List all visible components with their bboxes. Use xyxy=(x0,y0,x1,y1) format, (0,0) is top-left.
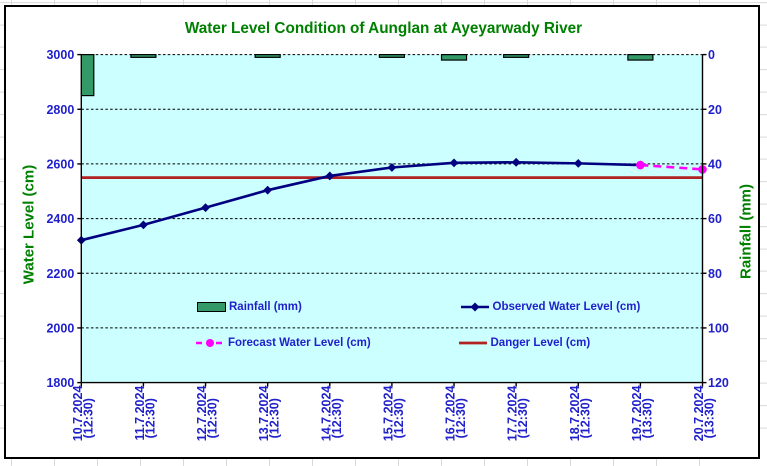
right-axis-tick-label: 120 xyxy=(708,376,729,390)
forecast-swatch-icon xyxy=(196,339,224,347)
rainfall-bar[interactable] xyxy=(378,53,405,58)
x-axis-date-label: 12.7.2024 xyxy=(195,386,209,442)
right-axis-title: Rainfall (mm) xyxy=(737,184,755,280)
rainfall-bar[interactable] xyxy=(503,53,530,58)
x-axis-time-label: (13:30) xyxy=(703,398,717,438)
left-axis-title: Water Level (cm) xyxy=(20,164,38,285)
left-axis-tick-label: 2400 xyxy=(46,212,74,226)
x-axis-date-label: 18.7.2024 xyxy=(568,386,582,442)
plot-background xyxy=(81,54,703,383)
legend-label-observed: Observed Water Level (cm) xyxy=(492,301,641,313)
left-axis-tick-label: 2600 xyxy=(46,157,74,171)
observed-point[interactable] xyxy=(511,157,521,167)
x-axis-time-label: (12:30) xyxy=(81,398,95,438)
x-axis-time-label: (12:30) xyxy=(268,398,282,438)
chart-title: Water Level Condition of Aunglan at Ayey… xyxy=(184,20,583,37)
x-axis-time-label: (12:30) xyxy=(578,398,592,438)
left-axis-tick-label: 2800 xyxy=(46,103,74,117)
rainfall-swatch-icon xyxy=(197,302,226,312)
rainfall-bar[interactable] xyxy=(69,53,95,97)
x-axis-time-label: (12:30) xyxy=(143,398,157,438)
forecast-point[interactable] xyxy=(636,160,645,170)
danger-swatch-icon xyxy=(458,341,487,345)
left-axis-tick-label: 3000 xyxy=(46,48,74,62)
right-axis-tick-label: 40 xyxy=(708,157,722,171)
x-axis-time-label: (12:30) xyxy=(392,398,406,438)
left-axis-tick-label: 2200 xyxy=(46,267,74,281)
legend-label-danger: Danger Level (cm) xyxy=(490,337,591,349)
x-axis-time-label: (12:30) xyxy=(206,398,220,438)
rainfall-bar[interactable] xyxy=(440,53,468,61)
x-axis-date-label: 14.7.2024 xyxy=(319,386,333,442)
right-axis-tick-label: 20 xyxy=(708,103,722,117)
forecast-line[interactable] xyxy=(640,163,703,171)
right-axis-tick-label: 0 xyxy=(708,48,715,62)
observed-point[interactable] xyxy=(325,171,335,181)
left-axis-tick-label: 1800 xyxy=(46,376,74,390)
x-axis-date-label: 20.7.2024 xyxy=(692,386,706,442)
left-axis-tick-label: 2000 xyxy=(46,321,74,335)
legend-label-rainfall: Rainfall (mm) xyxy=(229,301,302,313)
x-axis-date-label: 15.7.2024 xyxy=(381,386,395,442)
rainfall-bar[interactable] xyxy=(254,53,281,58)
rainfall-bar[interactable] xyxy=(130,53,157,58)
x-axis-date-label: 10.7.2024 xyxy=(71,386,85,442)
x-axis-date-label: 17.7.2024 xyxy=(506,386,520,442)
observed-point[interactable] xyxy=(139,220,148,230)
observed-point[interactable] xyxy=(201,203,210,213)
legend-label-forecast: Forecast Water Level (cm) xyxy=(228,337,371,349)
x-axis-date-label: 19.7.2024 xyxy=(630,386,644,442)
observed-point[interactable] xyxy=(449,158,459,168)
x-axis-date-label: 11.7.2024 xyxy=(133,386,147,441)
x-axis-time-label: (13:30) xyxy=(640,398,654,438)
right-axis-tick-label: 80 xyxy=(708,267,722,281)
right-axis-tick-label: 100 xyxy=(708,321,729,335)
rainfall-bars xyxy=(69,53,654,97)
observed-point[interactable] xyxy=(573,158,583,168)
x-axis-time-label: (12:30) xyxy=(454,398,468,438)
x-axis-date-label: 13.7.2024 xyxy=(257,386,271,442)
rainfall-bar[interactable] xyxy=(627,53,654,61)
observed-point[interactable] xyxy=(263,185,273,195)
observed-swatch-icon xyxy=(460,302,489,312)
x-axis-time-label: (12:30) xyxy=(330,398,344,438)
x-axis-date-label: 16.7.2024 xyxy=(444,386,458,442)
observed-line[interactable] xyxy=(80,160,641,242)
x-axis-time-label: (12:30) xyxy=(516,398,530,438)
observed-point[interactable] xyxy=(387,163,397,172)
right-axis-tick-label: 60 xyxy=(708,212,722,226)
